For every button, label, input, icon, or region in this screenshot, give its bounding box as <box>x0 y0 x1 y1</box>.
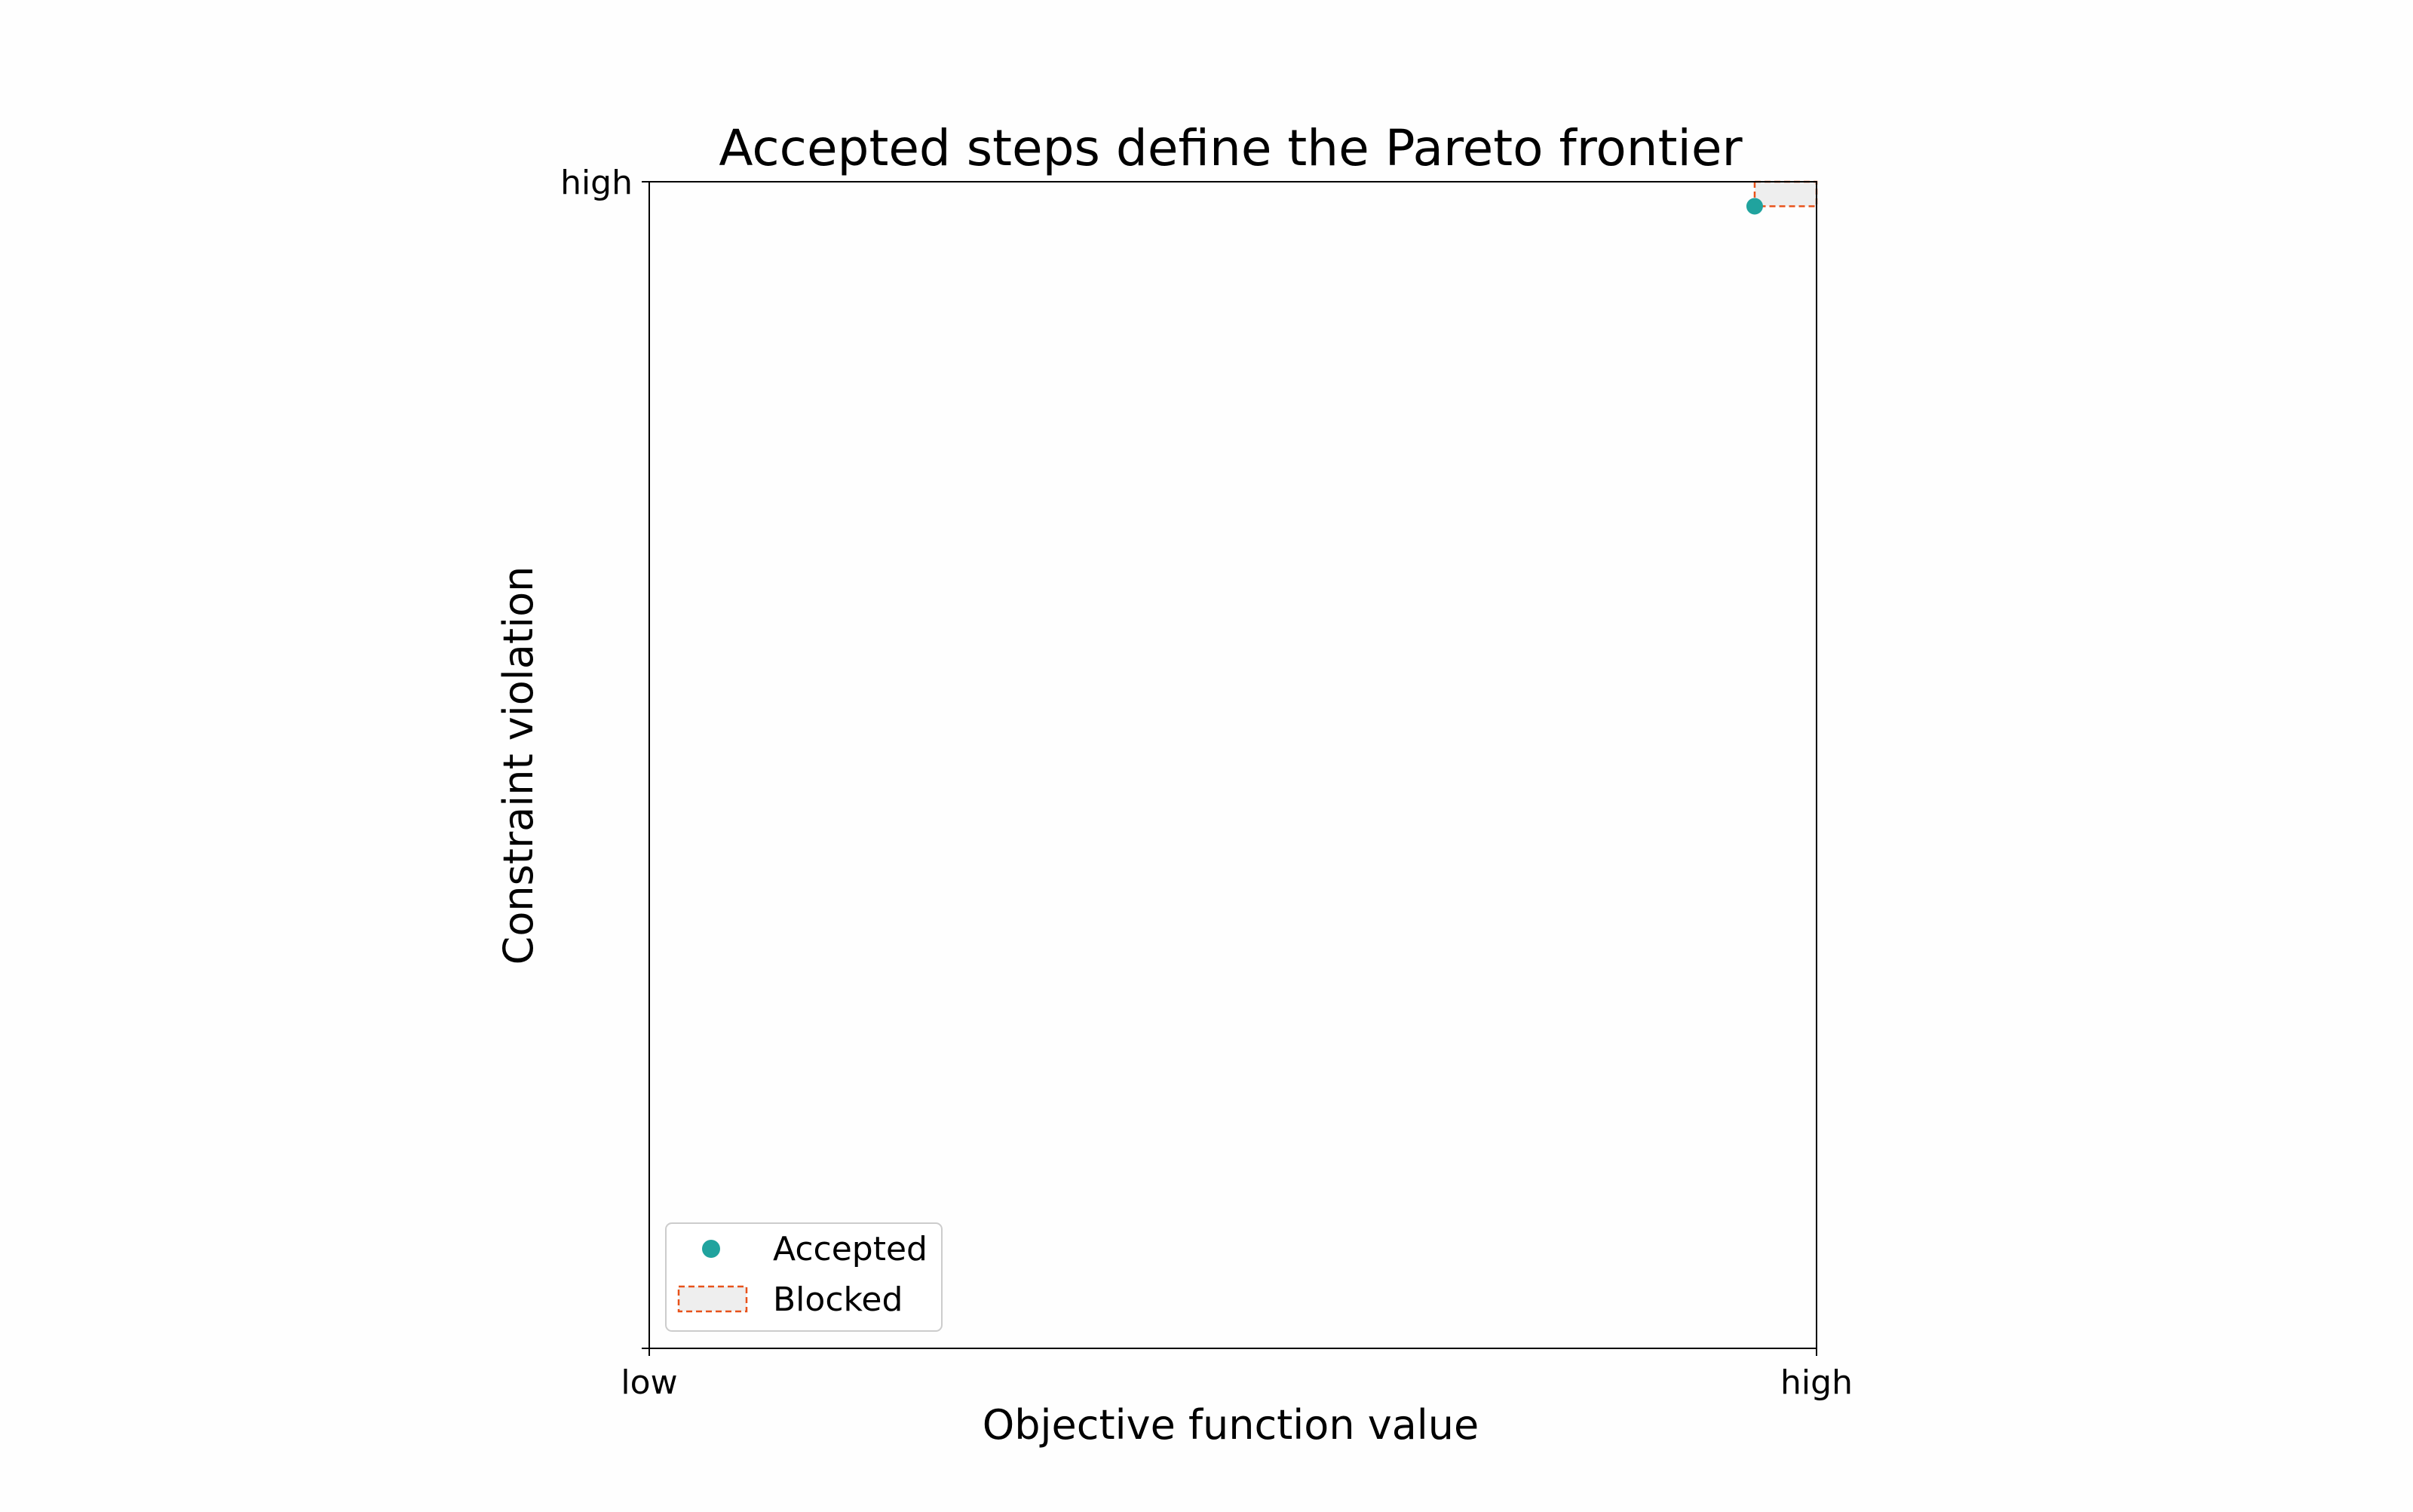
blocked-regions-layer <box>1753 180 1818 207</box>
accepted-points-layer <box>1746 198 1763 215</box>
y-axis-label: Constraint violation <box>495 566 542 965</box>
accepted-point <box>1746 198 1763 215</box>
legend-accepted-marker <box>702 1240 720 1258</box>
legend-accepted-label: Accepted <box>773 1230 927 1268</box>
blocked-region <box>1753 180 1818 207</box>
x-tick-label: low <box>621 1363 677 1402</box>
y-axis-ticks: high <box>560 164 649 1349</box>
legend-blocked-marker <box>677 1285 748 1313</box>
plot-area-frame <box>648 181 1817 1349</box>
x-tick-label: high <box>1780 1363 1853 1402</box>
legend-blocked-label: Blocked <box>773 1280 903 1319</box>
x-axis-ticks: low high <box>621 1348 1853 1402</box>
y-tick-label: high <box>560 164 633 202</box>
legend: Accepted Blocked <box>665 1222 943 1332</box>
x-axis-label: Objective function value <box>983 1401 1479 1449</box>
chart-title: Accepted steps define the Pareto frontie… <box>719 119 1743 177</box>
